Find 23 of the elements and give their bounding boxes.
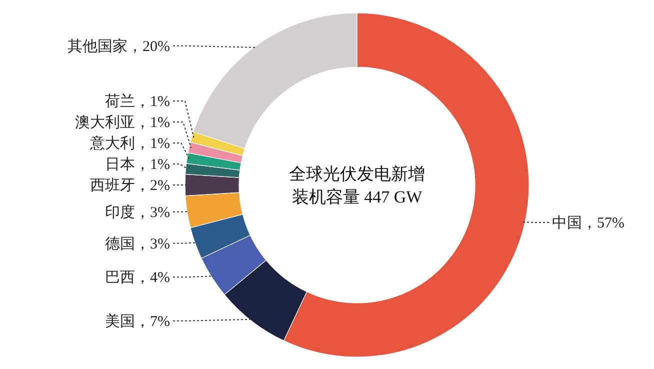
slice-label: 澳大利亚: [75, 114, 135, 131]
slice-label: 中国: [552, 214, 582, 232]
slice-label: 日本: [105, 156, 135, 173]
slice-label: 巴西: [105, 270, 135, 286]
slice-label: 印度: [105, 204, 135, 221]
data-label: ，20%: [128, 38, 170, 55]
slice-label: 西班牙: [90, 177, 135, 194]
data-label: ，1%: [135, 94, 170, 110]
data-label: ，1%: [135, 157, 170, 173]
slice-label: 德国: [105, 236, 135, 252]
data-label: ，3%: [135, 204, 170, 221]
data-label: ，3%: [135, 236, 170, 252]
data-label: ，7%: [135, 314, 170, 330]
data-label: ，1%: [135, 115, 170, 131]
data-label: ，1%: [135, 136, 170, 152]
data-label: ，2%: [135, 178, 170, 194]
slice-label: 其他国家: [68, 38, 128, 55]
slice-label: 意大利: [89, 135, 135, 152]
slice-label: 美国: [105, 312, 135, 330]
data-label: ，4%: [135, 270, 170, 286]
data-label: ，57%: [582, 216, 624, 232]
text: 全球光伏发电新增装机容量 447 GW: [289, 164, 425, 206]
slice-label: 荷兰: [105, 93, 135, 110]
